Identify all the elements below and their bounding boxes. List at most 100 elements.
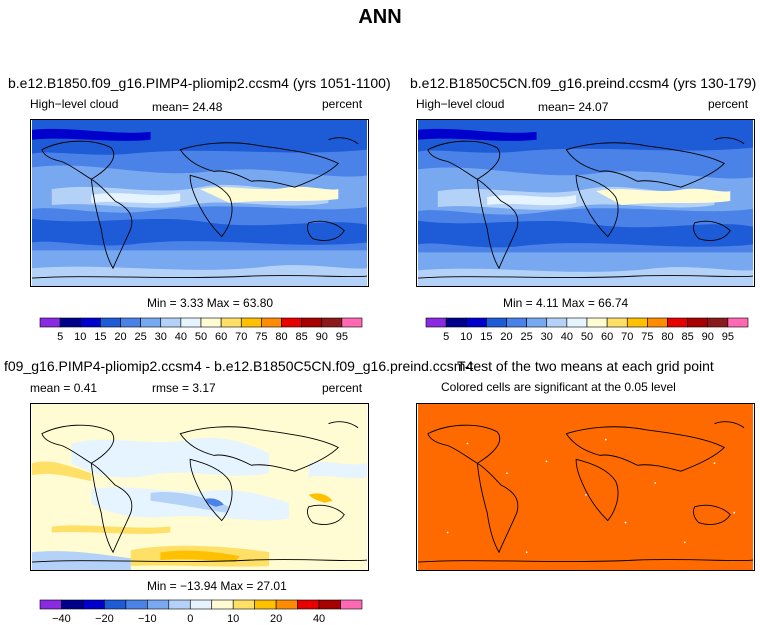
colorbar-tick-label: 25	[135, 331, 147, 343]
colorbar-swatch	[61, 599, 84, 610]
panel-bl-map	[30, 403, 369, 571]
colorbar-swatch	[261, 317, 282, 328]
colorbar-swatch	[486, 317, 507, 328]
colorbar-swatch	[220, 317, 242, 328]
colorbar-tick-label: 40	[313, 613, 325, 625]
colorbar-tick-label: 50	[195, 331, 207, 343]
colorbar-tick-label: 90	[702, 331, 714, 343]
colorbar-swatch	[281, 317, 302, 328]
colorbar-tick-label: 40	[561, 331, 573, 343]
colorbar-tick-label: 40	[175, 331, 187, 343]
panel-tl-variable: High−level cloud	[30, 97, 119, 111]
colorbar-tick-label: −20	[95, 613, 114, 625]
colorbar-swatch	[707, 317, 729, 328]
colorbar-tick-label: 10	[460, 331, 472, 343]
panel-bl-mean: mean = 0.41	[30, 381, 98, 395]
colorbar-tick-label: 80	[275, 331, 287, 343]
colorbar-swatch	[211, 599, 234, 610]
panel-bl-units: percent	[322, 381, 363, 395]
panel-tl-minmax: Min = 3.33 Max = 63.80	[147, 296, 274, 310]
colorbar-tick-label: 75	[255, 331, 267, 343]
colorbar-swatch	[297, 599, 320, 610]
colorbar-bl: −40 −20 −10 0 10 20 40	[39, 599, 363, 625]
figure-title: ANN	[358, 6, 402, 28]
colorbar-tick-label: 70	[235, 331, 247, 343]
colorbar-swatch	[546, 317, 568, 328]
colorbar-swatch	[39, 599, 62, 610]
colorbar-swatch	[254, 599, 277, 610]
colorbar-swatch	[526, 317, 548, 328]
colorbar-swatch	[168, 599, 191, 610]
colorbar-swatch	[727, 317, 749, 328]
colorbar-swatch	[147, 599, 170, 610]
colorbar-tick-label: 20	[114, 331, 126, 343]
colorbar-tick-label: 30	[155, 331, 167, 343]
colorbar-tick-label: −40	[52, 613, 71, 625]
panel-tl-title: b.e12.B1850.f09_g16.PIMP4-pliomip2.ccsm4…	[8, 75, 391, 91]
colorbar-swatch	[180, 317, 202, 328]
colorbar-swatch	[318, 599, 341, 610]
colorbar-tick-label: 60	[601, 331, 613, 343]
colorbar-tick-label: 50	[581, 331, 593, 343]
colorbar-swatch	[232, 599, 255, 610]
colorbar-swatch	[39, 317, 61, 328]
colorbar-swatch	[586, 317, 608, 328]
colorbar-swatch	[275, 599, 298, 610]
colorbar-swatch	[120, 317, 141, 328]
colorbar-tick-label: 0	[187, 613, 193, 625]
panel-bl-title: f09_g16.PIMP4-pliomip2.ccsm4 - b.e12.B18…	[4, 358, 474, 374]
panel-tr-variable: High−level cloud	[416, 97, 505, 111]
colorbar-swatch	[125, 599, 148, 610]
colorbar-swatch	[606, 317, 628, 328]
colorbar-tick-label: 70	[621, 331, 633, 343]
panel-br-title: T-test of the two means at each grid poi…	[457, 358, 714, 374]
panel-tl-units: percent	[322, 97, 363, 111]
colorbar-swatch	[465, 317, 487, 328]
colorbar-tick-label: 25	[521, 331, 533, 343]
colorbar-swatch	[301, 317, 323, 328]
panel-bl-minmax: Min = −13.94 Max = 27.01	[147, 579, 287, 593]
colorbar-tick-label: 85	[296, 331, 308, 343]
panel-tr-units: percent	[708, 97, 749, 111]
panel-br-subtitle: Colored cells are significant at the 0.0…	[441, 380, 676, 394]
panel-tl-mean: mean= 24.48	[152, 100, 223, 114]
colorbar-swatch	[59, 317, 81, 328]
colorbar-swatch	[79, 317, 101, 328]
panel-bl-rmse: rmse = 3.17	[152, 381, 216, 395]
colorbar-tick-label: 90	[316, 331, 328, 343]
colorbar-tick-label: 15	[480, 331, 492, 343]
colorbar-tick-label: 85	[682, 331, 694, 343]
colorbar-tick-label: 10	[74, 331, 86, 343]
colorbar-swatch	[340, 599, 363, 610]
colorbar-tr: 5 10 15 20 25 30 40 50 60 70 75 80 85 90 95	[425, 317, 749, 343]
colorbar-tick-label: 20	[270, 613, 282, 625]
colorbar-swatch	[240, 317, 262, 328]
colorbar-swatch	[200, 317, 222, 328]
panel-tl-map	[30, 119, 369, 287]
colorbar-swatch	[506, 317, 527, 328]
colorbar-tick-label: 15	[94, 331, 106, 343]
colorbar-tick-label: 20	[500, 331, 512, 343]
colorbar-tick-label: 60	[215, 331, 227, 343]
colorbar-swatch	[626, 317, 648, 328]
colorbar-swatch	[687, 317, 709, 328]
panel-tr-minmax: Min = 4.11 Max = 66.74	[503, 296, 629, 310]
panel-tr-map	[416, 119, 755, 287]
colorbar-swatch	[160, 317, 182, 328]
colorbar-swatch	[445, 317, 467, 328]
colorbar-swatch	[140, 317, 162, 328]
colorbar-swatch	[189, 599, 213, 610]
colorbar-tick-label: 10	[227, 613, 239, 625]
colorbar-tick-label: 80	[661, 331, 673, 343]
colorbar-swatch	[566, 317, 588, 328]
significance-fill	[418, 404, 753, 570]
colorbar-tick-label: 75	[641, 331, 653, 343]
colorbar-swatch	[647, 317, 668, 328]
panel-tr-mean: mean= 24.07	[538, 100, 609, 114]
panel-tr-title: b.e12.B1850C5CN.f09_g16.preind.ccsm4 (yr…	[410, 75, 757, 91]
colorbar-tick-label: 30	[541, 331, 553, 343]
colorbar-tick-label: −10	[138, 613, 157, 625]
colorbar-swatch	[341, 317, 363, 328]
colorbar-swatch	[100, 317, 121, 328]
colorbar-swatch	[104, 599, 127, 610]
